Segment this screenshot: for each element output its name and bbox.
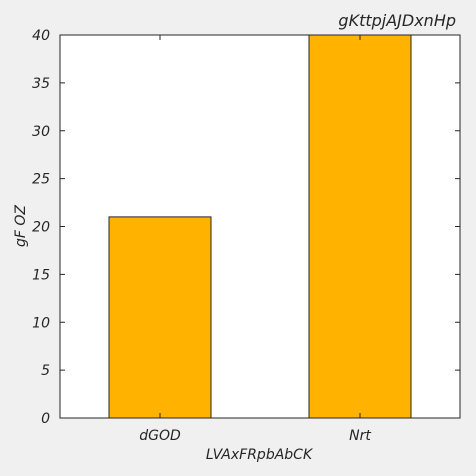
chart-title: gKttpjAJDxnHp xyxy=(338,11,456,30)
x-tick-label: dGOD xyxy=(139,428,181,444)
y-tick-label: 30 xyxy=(32,124,50,140)
y-tick-label: 40 xyxy=(32,28,50,44)
x-axis-ticks: dGOD Nrt xyxy=(139,35,371,444)
x-tick-label: Nrt xyxy=(349,428,371,444)
y-tick-label: 25 xyxy=(32,172,50,188)
y-axis-ticks: 0 5 10 15 20 25 30 35 40 xyxy=(32,28,460,427)
y-tick-label: 15 xyxy=(32,267,50,283)
y-tick-label: 10 xyxy=(32,315,50,331)
y-tick-label: 20 xyxy=(32,220,50,236)
bar-Nrt xyxy=(308,34,412,419)
bar-dGOD xyxy=(108,216,212,419)
x-axis-label: LVAxFRpbAbCK xyxy=(206,447,314,463)
y-tick-label: 35 xyxy=(32,76,50,92)
y-axis-label: gF OZ xyxy=(13,205,29,247)
y-tick-label: 5 xyxy=(41,363,50,379)
y-tick-label: 0 xyxy=(41,411,50,427)
